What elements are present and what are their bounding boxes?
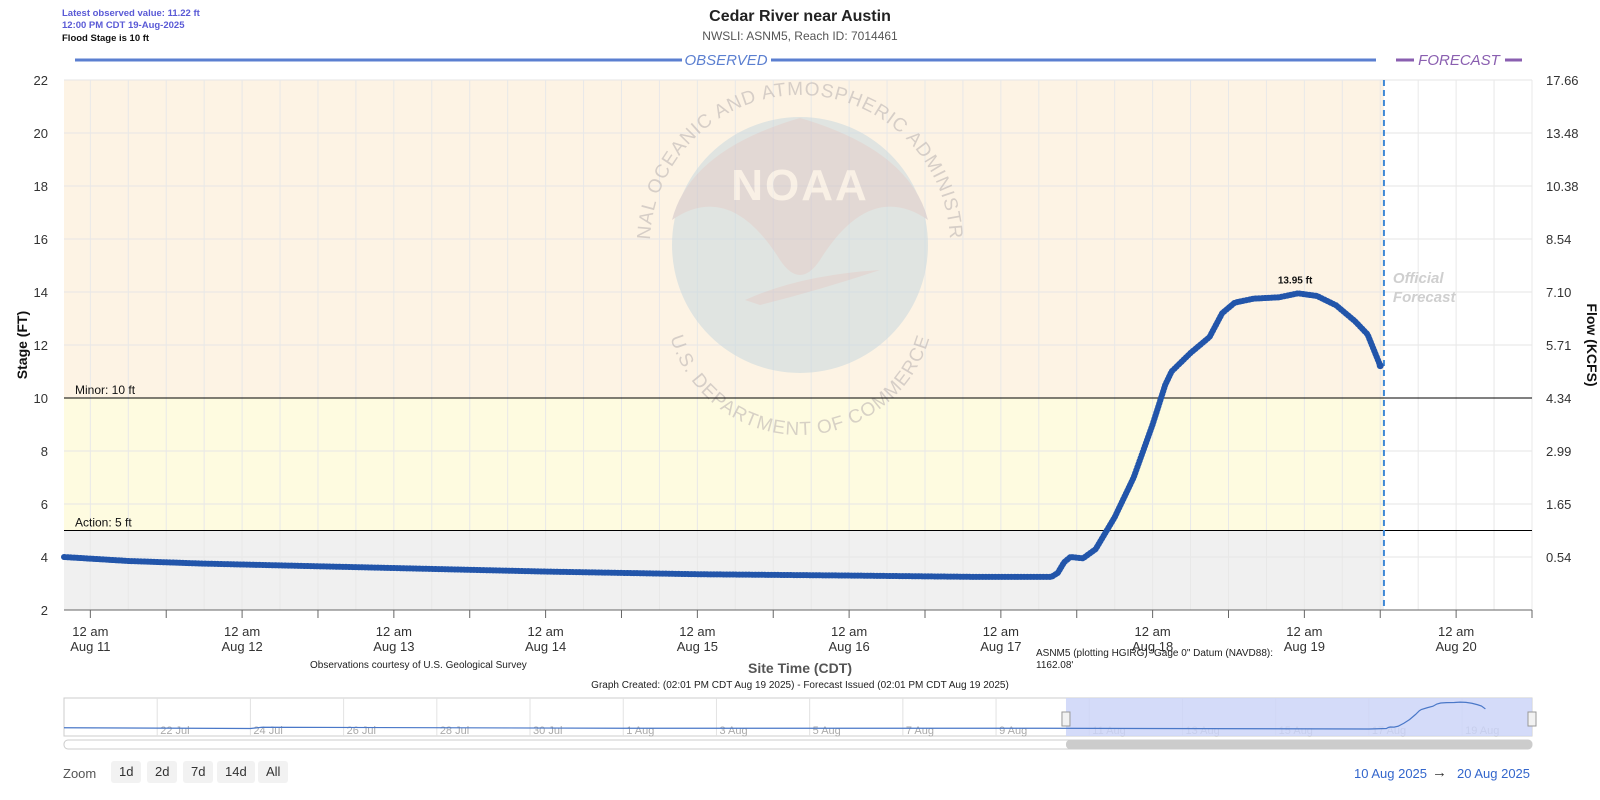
navigator-date-label: 24 Jul — [253, 725, 282, 737]
y-tick-label: 20 — [34, 126, 48, 141]
x-tick-label-date: Aug 19 — [1284, 639, 1325, 654]
official-forecast-label-2: Forecast — [1393, 289, 1457, 306]
navigator-handle-right — [1527, 711, 1537, 727]
zoom-14d-button[interactable]: 14d — [217, 761, 255, 783]
y2-tick-label: 13.48 — [1546, 126, 1579, 141]
usgs-courtesy-note: Observations courtesy of U.S. Geological… — [310, 660, 527, 671]
observed-banner-label: OBSERVED — [684, 52, 767, 69]
observed-forecast-banner: OBSERVED FORECAST — [75, 52, 1522, 69]
x-axis-title: Site Time (CDT) — [748, 660, 852, 676]
range-from[interactable]: 10 Aug 2025 — [1354, 766, 1428, 781]
y2-tick-label: 2.99 — [1546, 444, 1571, 459]
y-tick-label: 4 — [41, 550, 48, 565]
latest-observed-time: 12:00 PM CDT 19-Aug-2025 — [62, 20, 185, 31]
navigator-date-label: 26 Jul — [347, 725, 376, 737]
x-tick-label-date: Aug 17 — [980, 639, 1021, 654]
x-tick-label-time: 12 am — [1438, 624, 1474, 639]
datum-note-line1: ASNM5 (plotting HGIRG) "Gage 0" Datum (N… — [1036, 648, 1273, 659]
forecast-banner-label: FORECAST — [1418, 52, 1502, 69]
action-band — [64, 398, 1384, 531]
y2-tick-label: 5.71 — [1546, 338, 1571, 353]
hydrograph-chart: NOAA NATIONAL OCEANIC AND ATMOSPHERIC AD… — [0, 0, 1600, 676]
navigator-date-label: 28 Jul — [440, 725, 469, 737]
x-tick-label-date: Aug 14 — [525, 639, 566, 654]
x-tick-label-date: Aug 12 — [221, 639, 262, 654]
y-tick-label: 12 — [34, 338, 48, 353]
latest-observation-point — [1376, 362, 1384, 370]
y2-tick-label: 17.66 — [1546, 73, 1579, 88]
x-tick-label-time: 12 am — [528, 624, 564, 639]
y2-tick-label: 0.54 — [1546, 550, 1571, 565]
y-tick-label: 18 — [34, 179, 48, 194]
y-tick-label: 16 — [34, 232, 48, 247]
x-tick-label-time: 12 am — [1135, 624, 1171, 639]
y-tick-label: 8 — [41, 444, 48, 459]
x-tick-label-date: Aug 16 — [829, 639, 870, 654]
minor-threshold-label: Minor: 10 ft — [75, 383, 136, 397]
zoom-label: Zoom — [63, 766, 97, 781]
navigator-series-line — [63, 701, 1486, 730]
y-tick-label: 6 — [41, 497, 48, 512]
noaa-logo-text: NOAA — [731, 161, 869, 210]
y2-tick-label: 4.34 — [1546, 391, 1571, 406]
zoom-1d-button[interactable]: 1d — [111, 761, 142, 783]
range-arrow-icon: → — [1432, 764, 1447, 781]
chart-title: Cedar River near Austin — [709, 8, 891, 25]
navigator-date-label: 9 Aug — [999, 725, 1027, 737]
flood-stage-note: Flood Stage is 10 ft — [62, 33, 150, 44]
x-tick-label-date: Aug 20 — [1436, 639, 1477, 654]
y2-tick-label: 7.10 — [1546, 285, 1571, 300]
y2-axis-title: Flow (KCFS) — [1584, 303, 1600, 386]
y-tick-label: 14 — [34, 285, 48, 300]
peak-value-label: 13.95 ft — [1278, 275, 1313, 286]
x-tick-label-time: 12 am — [224, 624, 260, 639]
axis-labels: Site Time (CDT) Stage (FT) Flow (KCFS) — [14, 303, 1600, 676]
navigator-date-label: 5 Aug — [813, 725, 841, 737]
navigator-date-label: 30 Jul — [533, 725, 562, 737]
y2-tick-label: 10.38 — [1546, 179, 1579, 194]
x-tick-label-date: Aug 15 — [677, 639, 718, 654]
y2-tick-label: 1.65 — [1546, 497, 1571, 512]
navigator-scrollbar-thumb — [1065, 740, 1532, 749]
graph-created-note: Graph Created: (02:01 PM CDT Aug 19 2025… — [591, 680, 1009, 691]
datum-note-line2: 1162.08' — [1036, 660, 1074, 671]
action-threshold-label: Action: 5 ft — [75, 516, 132, 530]
noaa-bird-top — [672, 118, 928, 275]
y-axis-title: Stage (FT) — [14, 311, 30, 379]
x-tick-label-time: 12 am — [1286, 624, 1322, 639]
navigator-selection — [1065, 698, 1532, 736]
x-tick-label-time: 12 am — [679, 624, 715, 639]
y-tick-label: 10 — [34, 391, 48, 406]
navigator-date-label: 22 Jul — [160, 725, 189, 737]
noaa-bird-wing — [745, 270, 880, 305]
navigator[interactable]: 22 Jul 24 Jul 26 Jul 28 Jul 30 Jul 1 Aug 3 Aug… — [0, 694, 1600, 754]
threshold-lines: Minor: 10 ft Action: 5 ft Official Forecast — [64, 80, 1532, 610]
x-tick-label-time: 12 am — [376, 624, 412, 639]
zoom-7d-button[interactable]: 7d — [183, 761, 214, 783]
range-to[interactable]: 20 Aug 2025 — [1457, 766, 1531, 781]
x-tick-label-time: 12 am — [983, 624, 1019, 639]
y2-tick-label: 8.54 — [1546, 232, 1571, 247]
x-tick-label-date: Aug 13 — [373, 639, 414, 654]
x-tick-label-time: 12 am — [72, 624, 108, 639]
below-action-band — [64, 530, 1384, 610]
observed-stage-line — [61, 290, 1384, 580]
x-tick-label-date: Aug 18 — [1132, 639, 1173, 654]
y-tick-label: 22 — [34, 73, 48, 88]
navigator-date-label: 7 Aug — [906, 725, 934, 737]
zoom-2d-button[interactable]: 2d — [147, 761, 178, 783]
zoom-all-button[interactable]: All — [258, 761, 289, 783]
navigator-handle-left — [1061, 711, 1071, 727]
latest-observed-value: Latest observed value: 11.22 ft — [62, 8, 200, 19]
x-tick-label-date: Aug 11 — [70, 639, 110, 654]
y-tick-label: 2 — [41, 603, 48, 618]
x-tick-label-time: 12 am — [831, 624, 867, 639]
chart-subtitle: NWSLI: ASNM5, Reach ID: 7014461 — [702, 29, 898, 43]
official-forecast-label-1: Official — [1393, 270, 1444, 287]
navigator-date-label: 1 Aug — [626, 725, 654, 737]
navigator-date-label: 3 Aug — [719, 725, 747, 737]
observed-series: 13.95 ft — [61, 275, 1384, 580]
